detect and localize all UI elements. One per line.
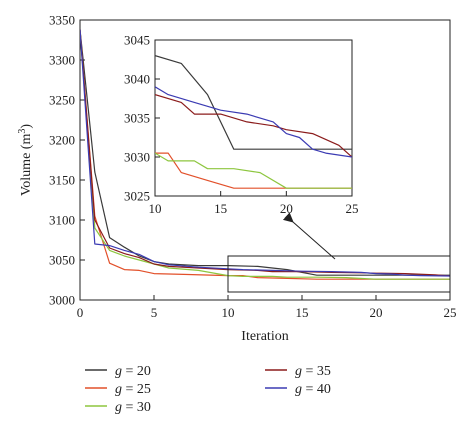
inset-y-tick-label: 3035 [124,111,150,126]
zoom-arrow [282,212,336,260]
legend-label: g = 25 [115,382,151,397]
x-tick-label: 5 [151,305,158,320]
x-tick-label: 0 [77,305,84,320]
x-tick-label: 25 [444,305,457,320]
y-tick-label: 3000 [49,293,75,308]
x-tick-label: 15 [296,305,309,320]
legend-item: g = 35 [265,364,331,379]
legend-item: g = 25 [85,382,151,397]
y-tick-label: 3350 [49,13,75,28]
y-tick-label: 3250 [49,93,75,108]
y-axis-title-close: ) [19,124,34,129]
x-tick-label: 10 [222,305,235,320]
main-axis-ticks: 0 5 10 15 20 25 3000 3050 3100 3150 3200 3250 3300 33… [49,13,457,321]
legend-label-var: g [115,400,122,415]
legend-label-var: g [115,382,122,397]
legend-item: g = 20 [85,364,151,379]
main-series-line-0 [80,29,450,276]
legend-label-var: g [295,382,302,397]
inset-x-tick-label: 20 [280,201,293,216]
legend-label-value: = 35 [302,364,331,379]
x-tick-label: 20 [370,305,383,320]
legend-label-value: = 25 [122,382,151,397]
inset-series-line-2 [155,152,352,189]
main-series-line-2 [80,29,450,280]
legend-label-value: = 40 [302,382,331,397]
y-axis-title-main: Volume (m [19,134,34,196]
inset-x-tick-label: 10 [149,201,162,216]
inset-y-tick-label: 3030 [124,150,150,165]
legend-label: g = 20 [115,364,151,379]
inset-series-group [155,55,352,189]
y-tick-label: 3300 [49,53,75,68]
legend-label: g = 35 [295,364,331,379]
legend-label-var: g [295,364,302,379]
legend-label-var: g [115,364,122,379]
legend-label-value: = 20 [122,364,151,379]
inset-x-tick-label: 15 [214,201,227,216]
main-series-line-4 [80,29,450,277]
inset-series-line-0 [155,55,352,150]
inset-y-tick-label: 3045 [124,33,150,48]
zoom-region-box [227,255,451,293]
legend-item: g = 30 [85,400,151,415]
y-tick-label: 3050 [49,253,75,268]
y-tick-label: 3150 [49,173,75,188]
legend-label-value: = 30 [122,400,151,415]
legend-item: g = 40 [265,382,331,397]
main-series-group [80,29,450,280]
inset-y-tick-label: 3025 [124,189,150,204]
legend: g = 20g = 25g = 30g = 35g = 40 [85,364,331,415]
inset-y-tick-label: 3040 [124,72,150,87]
x-axis-title: Iteration [241,329,288,344]
inset-x-tick-label: 25 [346,201,359,216]
y-tick-label: 3200 [49,133,75,148]
inset-axis-ticks: 10 15 20 25 3025 3030 3035 3040 3045 [124,33,359,217]
y-tick-label: 3100 [49,213,75,228]
y-axis-title: Volume (m3) [17,124,34,196]
inset-series-line-4 [155,86,352,158]
inset-plot-frame [154,39,353,197]
legend-label: g = 40 [295,382,331,397]
legend-label: g = 30 [115,400,151,415]
y-axis-title-sup: 3 [17,129,28,134]
inset-series-line-3 [155,94,352,158]
